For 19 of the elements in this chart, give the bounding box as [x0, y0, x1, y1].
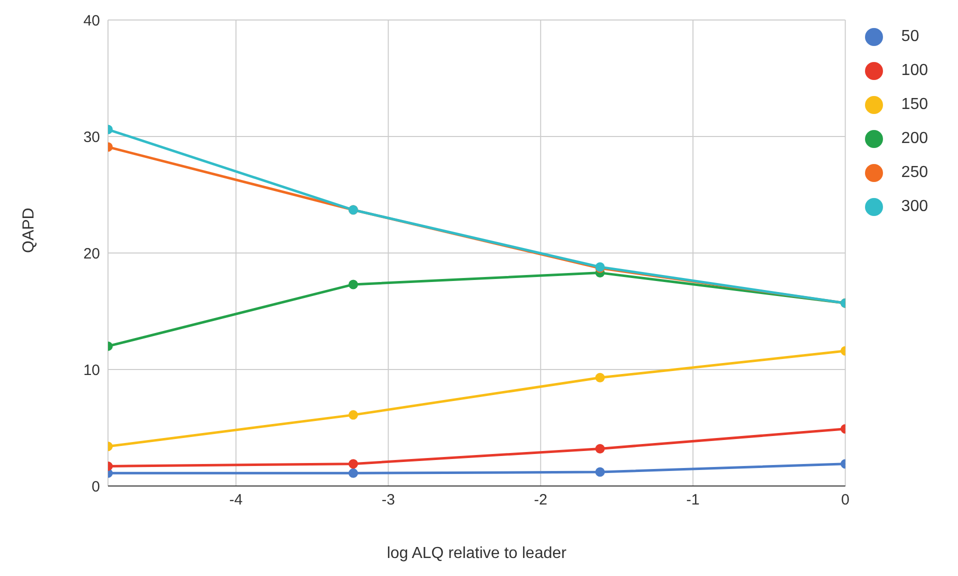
x-tick-label: 0: [841, 492, 850, 509]
x-tick-label: -4: [229, 492, 243, 509]
legend-label: 250: [901, 164, 928, 181]
y-tick-label: 20: [83, 245, 100, 262]
x-tick-label: -3: [382, 492, 395, 509]
point: [348, 280, 358, 290]
x-tick-label: -2: [534, 492, 548, 509]
y-tick-label: 40: [83, 12, 100, 30]
legend-label: 150: [901, 96, 928, 113]
legend-label: 200: [901, 130, 928, 147]
legend-label: 100: [901, 62, 928, 79]
y-tick-label: 30: [83, 128, 100, 146]
y-tick-label: 0: [92, 478, 100, 496]
legend-label: 50: [901, 28, 920, 45]
legend-label: 300: [901, 198, 928, 215]
y-tick-label: 10: [83, 362, 100, 379]
x-tick-label: -1: [686, 492, 700, 509]
x-axis-title: log ALQ relative to leader: [386, 545, 568, 562]
y-axis-title: QAPD: [20, 208, 38, 253]
